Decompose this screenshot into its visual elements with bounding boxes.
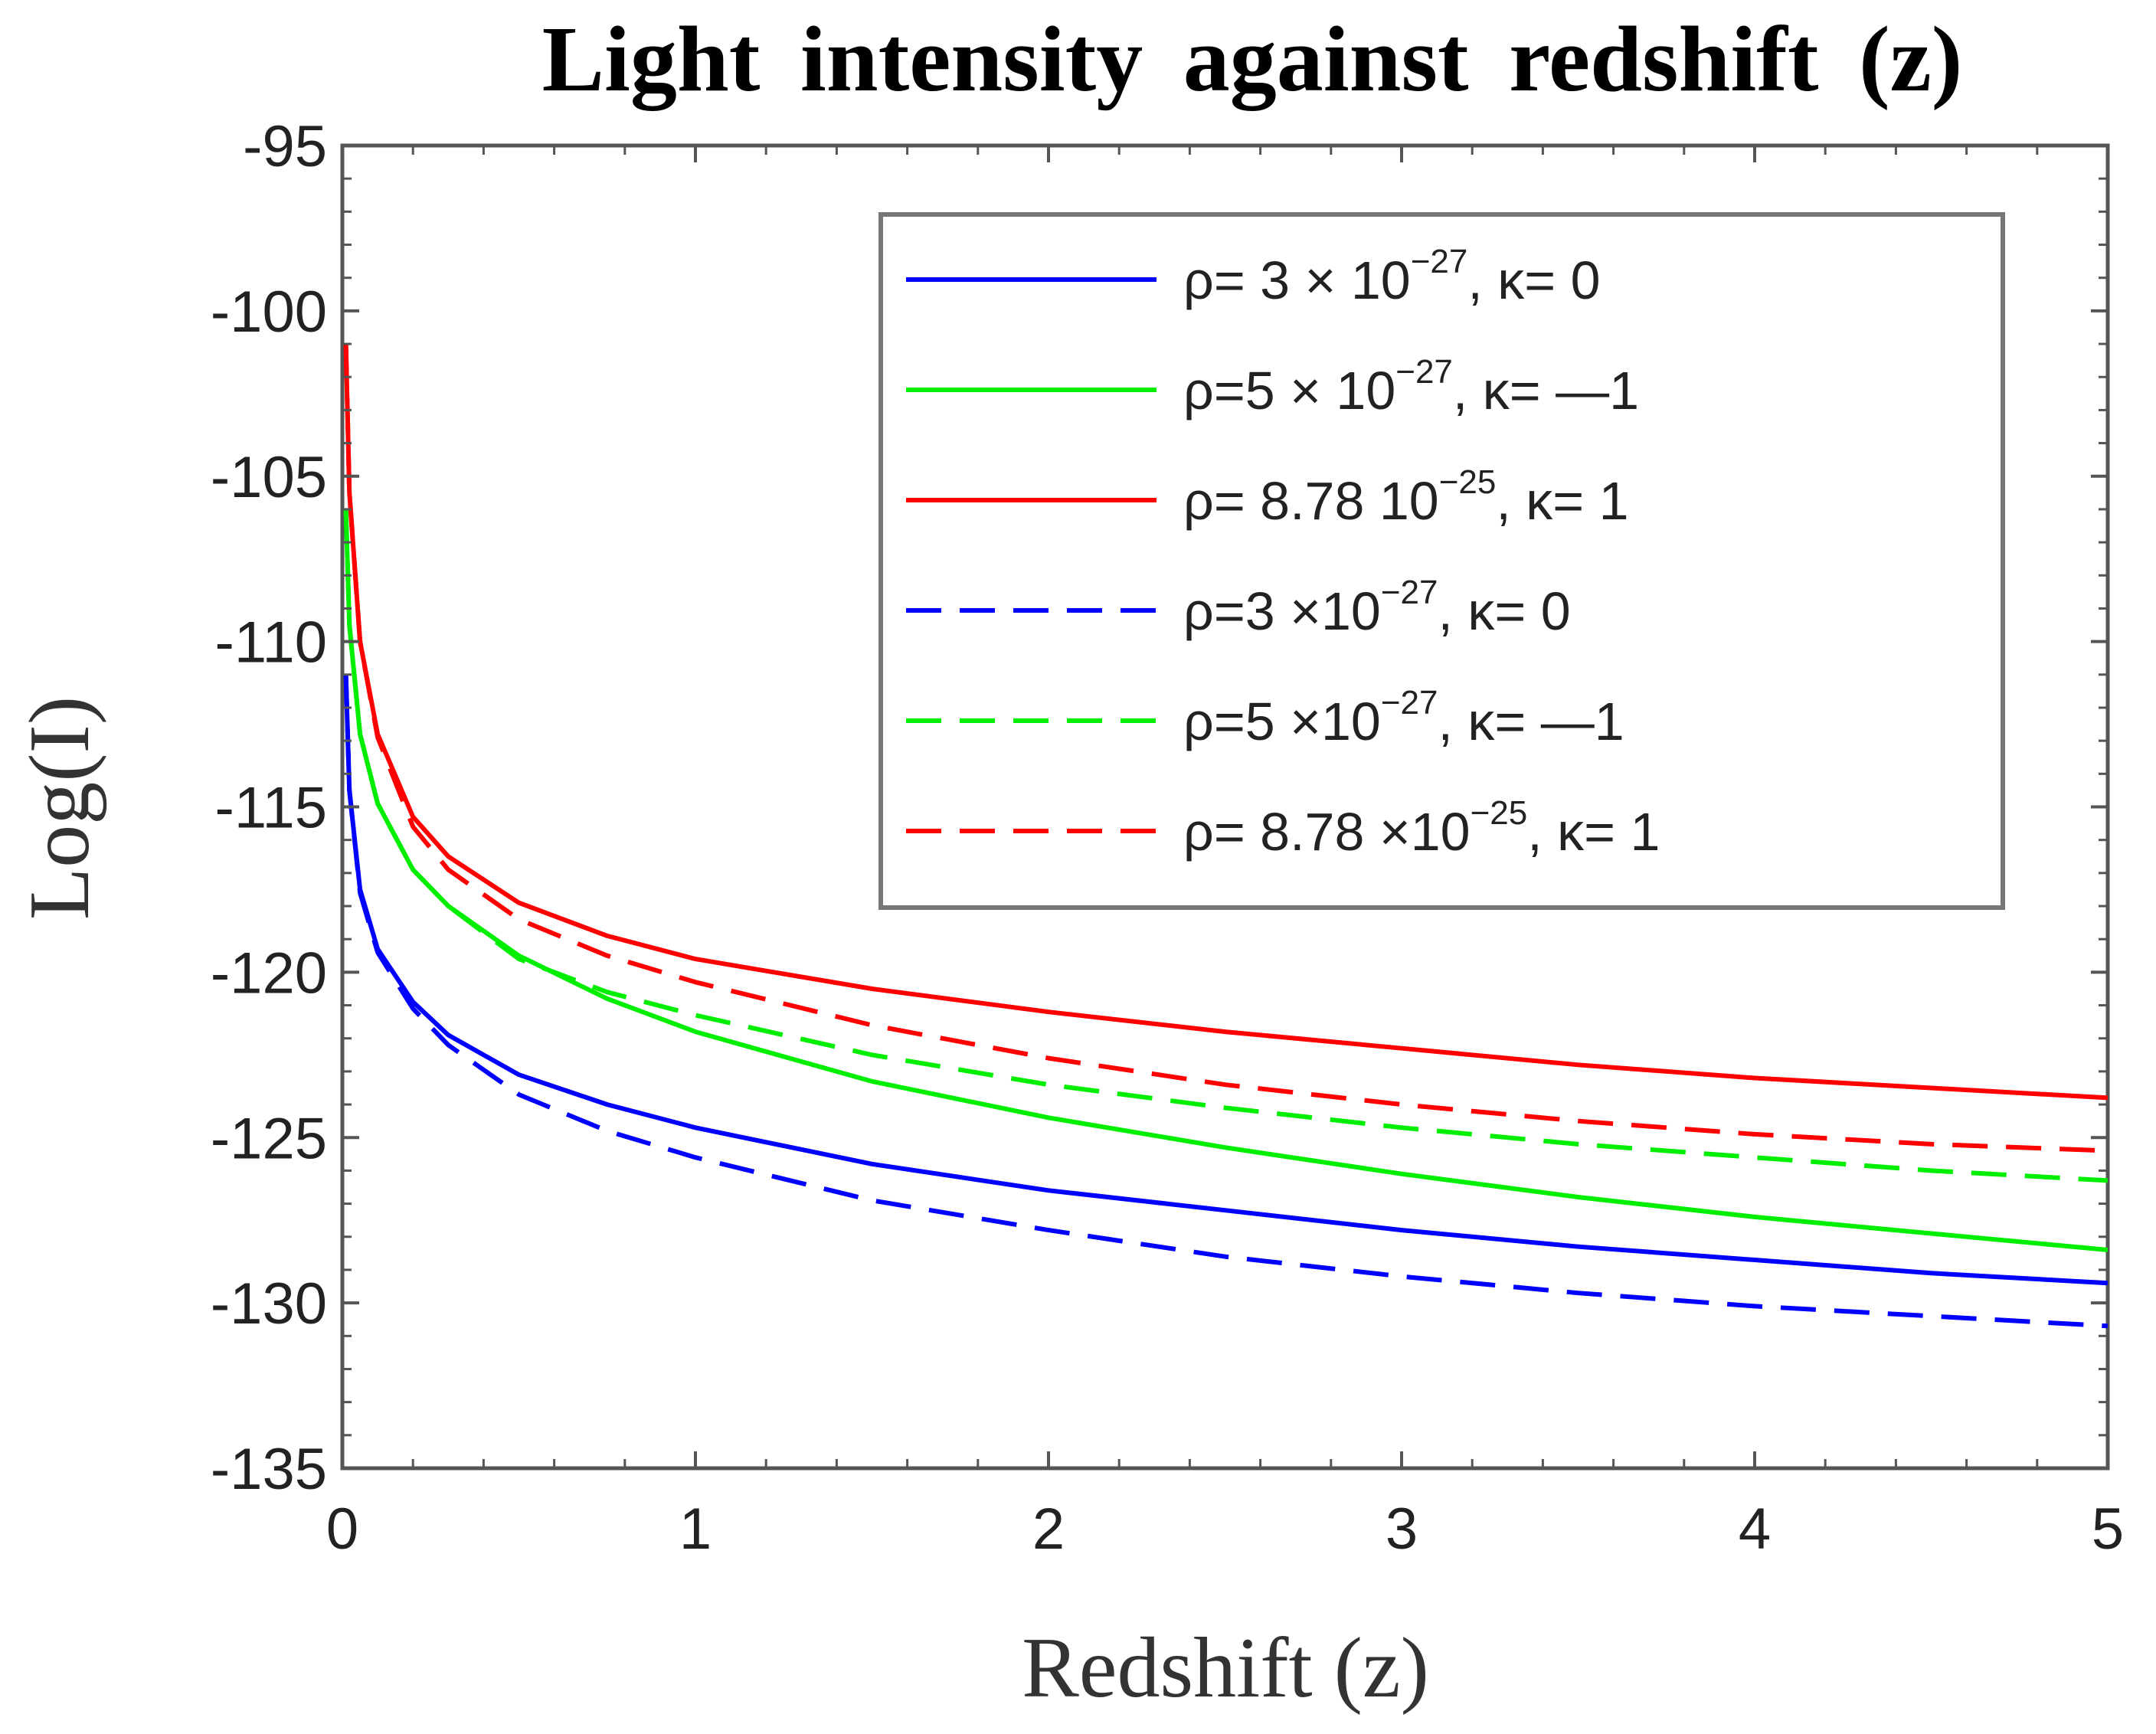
legend-label-3: ρ= 8.78 10−25, κ= 1 (1183, 463, 1629, 531)
legend-label-2: ρ=5 × 10−27, κ= —1 (1183, 353, 1639, 420)
chart-title: Light intensity against redshift (z) (542, 8, 1963, 111)
legend-label-6: ρ= 8.78 ×10−25, κ= 1 (1183, 794, 1660, 862)
x-axis-label: Redshift (z) (1022, 1621, 1429, 1716)
y-tick-label: -100 (211, 280, 327, 345)
y-tick-label: -95 (243, 114, 327, 179)
y-tick-label: -110 (215, 610, 327, 676)
legend-label-4: ρ=3 ×10−27, κ= 0 (1183, 574, 1571, 641)
x-tick-label: 4 (1739, 1497, 1771, 1562)
y-tick-label: -115 (215, 776, 327, 841)
series-line-5 (343, 509, 2109, 1183)
x-tick-label: 0 (326, 1497, 358, 1562)
series-line-6 (343, 344, 2109, 1153)
legend-box (878, 212, 2005, 910)
y-tick-label: -105 (211, 445, 327, 510)
series-line-4 (343, 674, 2109, 1329)
y-tick-label: -135 (211, 1437, 327, 1502)
legend-label-1: ρ= 3 × 10−27, κ= 0 (1183, 243, 1601, 310)
x-tick-label: 3 (1386, 1497, 1418, 1562)
series-layer (343, 344, 2109, 1329)
x-tick-label: 5 (2092, 1497, 2124, 1562)
y-tick-label: -125 (211, 1106, 327, 1171)
x-tick-label: 2 (1032, 1497, 1065, 1562)
series-line-1 (343, 674, 2109, 1286)
y-axis-label: Log(I) (12, 696, 107, 920)
legend-label-5: ρ=5 ×10−27, κ= —1 (1183, 684, 1624, 751)
legend: ρ= 3 × 10−27, κ= 0 ρ=5 × 10−27, κ= —1 ρ= 8… (878, 212, 2005, 910)
ticks-layer: 0 1 2 3 4 5 -95 -100 -105 -110 -115 -120 -125 -130 -13… (211, 114, 2124, 1562)
x-tick-label: 1 (679, 1497, 712, 1562)
y-tick-label: -130 (211, 1271, 327, 1336)
y-tick-label: -120 (211, 941, 327, 1006)
series-line-3 (343, 344, 2109, 1101)
